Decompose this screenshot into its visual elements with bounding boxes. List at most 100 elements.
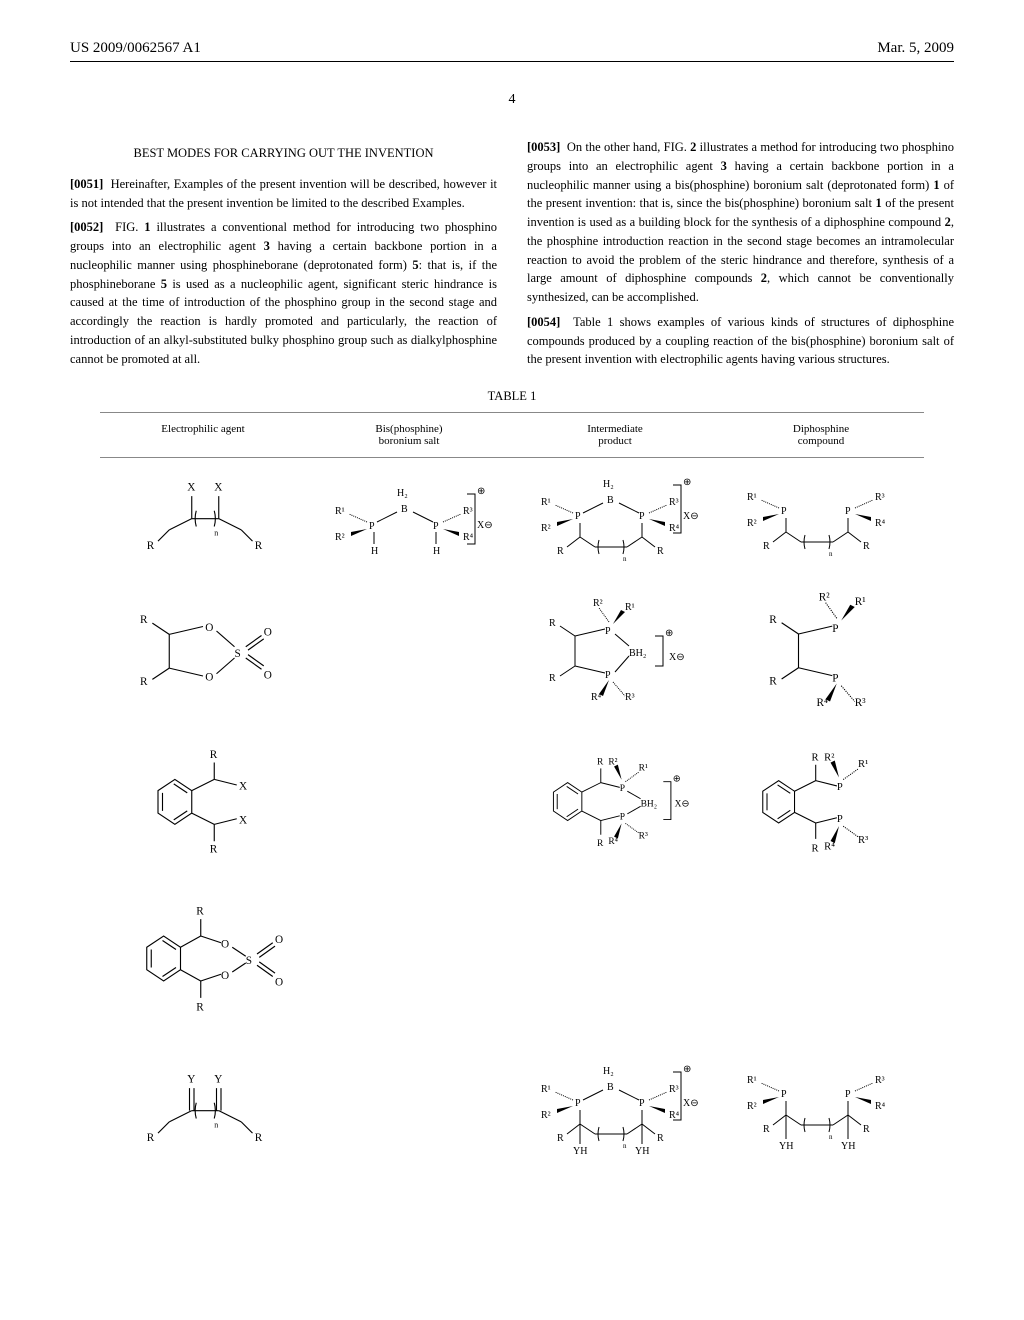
chem-structure-icon: X X R R n <box>113 468 293 569</box>
table-header-row: Electrophilic agent Bis(phosphine)boroni… <box>100 412 924 458</box>
svg-text:X⊖: X⊖ <box>683 511 699 522</box>
th-intermediate: Intermediateproduct <box>512 423 718 447</box>
svg-text:⊕: ⊕ <box>683 477 691 488</box>
cell-row2-col3: P P BH₂ R R R² R¹ R⁴ <box>512 596 718 706</box>
svg-text:R: R <box>255 1132 263 1144</box>
chem-structure-icon: R R P P R² R¹ R⁴ R³ <box>731 733 911 871</box>
svg-text:R³: R³ <box>669 1084 679 1095</box>
paragraph-0051: [0051] Hereinafter, Examples of the pres… <box>70 175 497 213</box>
para-num: [0051] <box>70 177 103 191</box>
svg-text:R: R <box>255 540 263 552</box>
svg-text:P: P <box>845 506 851 517</box>
svg-text:R: R <box>549 673 556 684</box>
svg-text:R¹: R¹ <box>747 1075 757 1086</box>
svg-text:H: H <box>371 546 378 557</box>
svg-text:R¹: R¹ <box>541 497 551 508</box>
th-boronium: Bis(phosphine)boronium salt <box>306 423 512 447</box>
svg-text:R: R <box>557 546 564 557</box>
svg-text:BH₂: BH₂ <box>629 648 646 659</box>
svg-text:O: O <box>275 976 283 988</box>
cell-row2-col4: P P R R R² R¹ R⁴ R³ <box>718 589 924 713</box>
paragraph-0054: [0054] Table 1 shows examples of various… <box>527 313 954 369</box>
svg-text:R³: R³ <box>625 692 635 703</box>
svg-text:O: O <box>264 626 272 638</box>
svg-text:R²: R² <box>824 753 834 764</box>
svg-text:B: B <box>607 495 614 506</box>
svg-text:P: P <box>781 506 787 517</box>
svg-text:P: P <box>433 521 439 532</box>
cell-row1-col3: H₂ B P P R¹ R² R³ R⁴ <box>512 469 718 569</box>
svg-text:R³: R³ <box>875 492 885 503</box>
svg-text:R⁴: R⁴ <box>463 532 474 543</box>
svg-text:R³: R³ <box>855 697 867 709</box>
svg-text:O: O <box>205 671 213 683</box>
svg-text:R³: R³ <box>669 497 679 508</box>
table-row: O O S O O R R <box>100 589 924 713</box>
svg-text:R²: R² <box>608 758 617 768</box>
svg-text:X⊖: X⊖ <box>675 800 690 810</box>
svg-text:R: R <box>863 1124 870 1135</box>
svg-text:R: R <box>549 618 556 629</box>
svg-text:R⁴: R⁴ <box>669 523 680 534</box>
svg-text:R: R <box>196 905 204 917</box>
svg-text:R⁴: R⁴ <box>669 1110 680 1121</box>
svg-text:P: P <box>620 813 625 823</box>
empty-cell <box>306 1066 512 1156</box>
cell-row3-col1: R R X X <box>100 740 306 864</box>
svg-text:P: P <box>575 511 581 522</box>
svg-text:R¹: R¹ <box>335 506 345 517</box>
svg-text:S: S <box>246 955 252 967</box>
patent-number: US 2009/0062567 A1 <box>70 40 201 57</box>
svg-text:R⁴: R⁴ <box>608 837 618 847</box>
cell-row3-col3: R R P P BH₂ R² R¹ R⁴ <box>512 740 718 863</box>
svg-text:⊕: ⊕ <box>673 775 681 785</box>
svg-text:S: S <box>235 648 241 660</box>
chem-structure-icon: P P R R R² R¹ R⁴ R³ <box>731 589 911 713</box>
para-text: Table 1 shows examples of various kinds … <box>527 315 954 367</box>
svg-text:P: P <box>605 670 611 681</box>
table-row: X X R R n H₂ B P P <box>100 468 924 569</box>
para-num: [0054] <box>527 315 560 329</box>
svg-text:O: O <box>221 969 229 981</box>
svg-text:R: R <box>557 1133 564 1144</box>
svg-text:R³: R³ <box>858 835 868 846</box>
chem-structure-icon: H₂ B P P R¹ R² R³ R⁴ <box>525 1056 705 1166</box>
svg-text:R¹: R¹ <box>639 764 648 774</box>
svg-text:X: X <box>187 482 195 494</box>
svg-text:H₂: H₂ <box>397 488 408 499</box>
svg-text:B: B <box>401 504 408 515</box>
svg-text:n: n <box>829 1133 833 1141</box>
svg-text:R²: R² <box>593 598 603 609</box>
svg-text:O: O <box>221 938 229 950</box>
svg-text:⊕: ⊕ <box>477 486 485 497</box>
chem-structure-icon: H₂ B P P R¹ R² R³ R⁴ <box>525 469 705 569</box>
para-num: [0053] <box>527 140 560 154</box>
svg-text:R: R <box>597 839 604 849</box>
svg-text:R: R <box>147 1132 155 1144</box>
svg-text:R³: R³ <box>639 832 648 842</box>
chem-structure-icon: R R X X <box>113 740 293 864</box>
empty-cell <box>306 913 512 1003</box>
table-container: Electrophilic agent Bis(phosphine)boroni… <box>70 412 954 1166</box>
table-row: Y Y R R n H₂ B P P <box>100 1056 924 1166</box>
svg-text:R: R <box>811 753 819 764</box>
para-num: [0052] <box>70 220 103 234</box>
svg-text:R²: R² <box>335 532 345 543</box>
chem-structure-icon: O O S O O R R <box>113 595 293 708</box>
svg-text:P: P <box>639 511 645 522</box>
svg-text:H₂: H₂ <box>603 479 614 490</box>
svg-text:n: n <box>829 550 833 558</box>
svg-text:R: R <box>811 844 819 855</box>
svg-text:R³: R³ <box>463 506 473 517</box>
svg-text:⊕: ⊕ <box>683 1064 691 1075</box>
empty-cell <box>306 757 512 847</box>
svg-text:P: P <box>620 784 625 794</box>
svg-text:R: R <box>210 749 218 761</box>
left-column: BEST MODES FOR CARRYING OUT THE INVENTIO… <box>70 138 497 375</box>
svg-text:X⊖: X⊖ <box>683 1098 699 1109</box>
svg-text:R¹: R¹ <box>541 1084 551 1095</box>
svg-text:YH: YH <box>841 1141 855 1152</box>
svg-text:YH: YH <box>779 1141 793 1152</box>
svg-text:R²: R² <box>541 523 551 534</box>
svg-text:R: R <box>147 540 155 552</box>
